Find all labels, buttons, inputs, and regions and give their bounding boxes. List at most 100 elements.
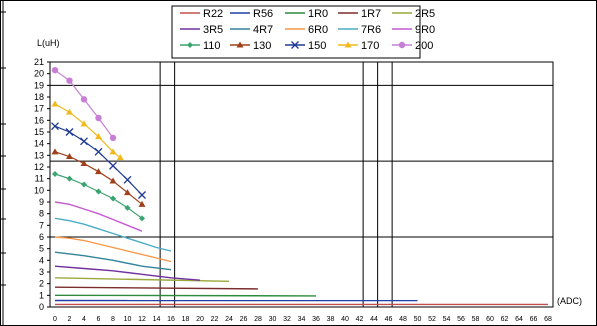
y-tick-label: 10 bbox=[34, 185, 44, 195]
legend-item: 130 bbox=[230, 40, 271, 52]
data-point bbox=[95, 133, 102, 140]
y-tick-label: 5 bbox=[39, 244, 44, 254]
x-tick-label: 62 bbox=[501, 316, 509, 323]
series-2r5 bbox=[54, 277, 230, 282]
x-tick-label: 8 bbox=[111, 316, 115, 323]
y-tick-label: 11 bbox=[35, 174, 44, 184]
data-point bbox=[344, 41, 352, 48]
series-1r0 bbox=[54, 294, 317, 297]
legend-label: 170 bbox=[361, 40, 379, 52]
x-axis-ticks: 0 2 4 6 8 10 12 14 16 18 20 22 24 26 28 30 32 34 36 38 40 42 4… bbox=[53, 316, 552, 323]
y-tick-label: 12 bbox=[34, 162, 44, 172]
data-point bbox=[80, 160, 88, 166]
series-7r6 bbox=[54, 217, 172, 252]
series-110 bbox=[52, 171, 145, 222]
x-tick-label: 14 bbox=[153, 316, 161, 323]
data-point bbox=[51, 100, 59, 107]
y-tick-label: 19 bbox=[34, 80, 44, 90]
series-group bbox=[51, 66, 548, 306]
x-tick-label: 42 bbox=[356, 316, 364, 323]
x-tick-label: 50 bbox=[414, 316, 422, 323]
x-tick-label: 18 bbox=[182, 316, 190, 323]
x-tick-label: 10 bbox=[124, 316, 132, 323]
data-point bbox=[95, 188, 102, 195]
x-tick-label: 26 bbox=[240, 316, 248, 323]
data-point bbox=[109, 177, 117, 184]
series-line bbox=[54, 286, 259, 290]
y-tick-label: 8 bbox=[39, 209, 44, 219]
y-tick-label: 0 bbox=[39, 302, 44, 312]
legend-item: 170 bbox=[338, 40, 379, 52]
legend-item: 200 bbox=[392, 40, 433, 52]
legend-item: 2R5 bbox=[392, 8, 435, 20]
legend-label: 6R0 bbox=[308, 24, 328, 36]
data-point bbox=[81, 181, 87, 188]
legend-label: 3R5 bbox=[203, 24, 223, 36]
x-tick-label: 46 bbox=[385, 316, 393, 323]
data-point bbox=[80, 96, 88, 103]
y-tick-label: 4 bbox=[39, 255, 44, 265]
data-point bbox=[291, 41, 299, 49]
y-tick-label: 6 bbox=[39, 232, 44, 242]
legend-label: 130 bbox=[253, 40, 271, 52]
x-tick-label: 4 bbox=[82, 316, 86, 323]
data-point bbox=[110, 195, 116, 202]
x-tick-label: 22 bbox=[211, 316, 219, 323]
series-line bbox=[54, 236, 172, 263]
series-line bbox=[54, 265, 201, 281]
x-tick-label: 38 bbox=[327, 316, 335, 323]
data-point bbox=[139, 215, 145, 222]
data-point bbox=[94, 147, 103, 156]
y-tick-label: 15 bbox=[34, 127, 44, 137]
y-tick-label: 17 bbox=[34, 104, 44, 114]
data-point bbox=[52, 171, 58, 177]
y-tick-label: 20 bbox=[34, 69, 44, 79]
data-point bbox=[51, 148, 59, 155]
series-200 bbox=[51, 66, 117, 142]
legend-item: 110 bbox=[180, 40, 221, 52]
data-point bbox=[95, 114, 102, 122]
legend-label: 1R0 bbox=[308, 8, 328, 20]
data-point bbox=[187, 42, 193, 48]
legend-item: 6R0 bbox=[285, 24, 328, 36]
data-point bbox=[109, 148, 117, 155]
y-tick-label: 2 bbox=[39, 279, 44, 289]
x-tick-label: 12 bbox=[138, 316, 146, 323]
data-point bbox=[66, 153, 73, 159]
y-tick-label: 14 bbox=[34, 139, 44, 149]
series-6r0 bbox=[54, 236, 172, 263]
series-3r5 bbox=[54, 265, 201, 281]
x-tick-label: 64 bbox=[515, 316, 523, 323]
data-point bbox=[65, 128, 74, 136]
data-point bbox=[66, 108, 73, 115]
plot-area bbox=[49, 61, 554, 308]
series-4r7 bbox=[54, 251, 172, 271]
data-point bbox=[116, 154, 124, 161]
legend-item: 3R5 bbox=[180, 24, 223, 36]
x-tick-label: 30 bbox=[269, 316, 277, 323]
x-tick-label: 0 bbox=[53, 316, 57, 323]
x-tick-label: 56 bbox=[457, 316, 465, 323]
legend-label: R56 bbox=[253, 8, 273, 20]
legend-label: 150 bbox=[308, 40, 326, 52]
x-tick-label: 40 bbox=[341, 316, 349, 323]
x-tick-label: 6 bbox=[97, 316, 101, 323]
y-tick-label: 3 bbox=[39, 267, 44, 277]
data-point bbox=[123, 175, 132, 184]
y-tick-label: 9 bbox=[39, 197, 44, 207]
legend-label: R22 bbox=[203, 8, 223, 20]
x-tick-label: 66 bbox=[530, 316, 538, 323]
series-150 bbox=[51, 122, 146, 199]
x-tick-label: 20 bbox=[196, 316, 204, 323]
series-line bbox=[54, 294, 317, 297]
data-point bbox=[138, 191, 146, 199]
data-point bbox=[66, 175, 73, 182]
x-tick-label: 68 bbox=[544, 316, 552, 323]
x-tick-label: 58 bbox=[472, 316, 480, 323]
legend-item: 1R7 bbox=[338, 8, 381, 20]
y-tick-label: 7 bbox=[39, 220, 44, 230]
legend-item: 150 bbox=[285, 40, 326, 52]
x-tick-label: 54 bbox=[443, 316, 451, 323]
